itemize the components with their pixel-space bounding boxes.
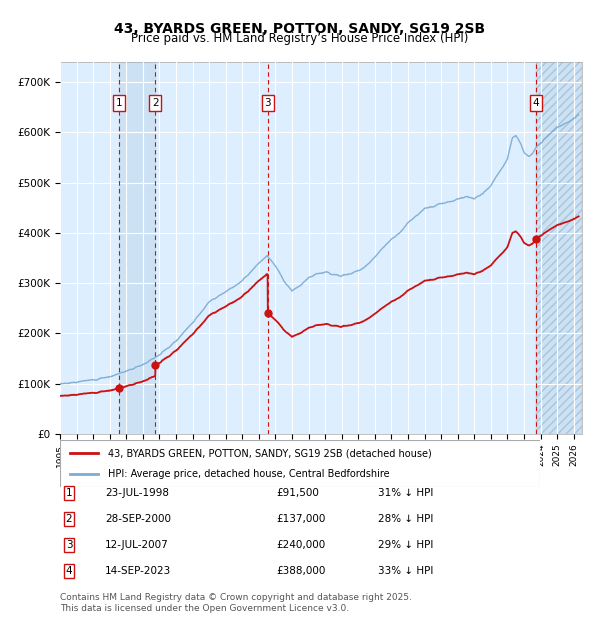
- Text: 2: 2: [152, 98, 158, 108]
- Text: HPI: Average price, detached house, Central Bedfordshire: HPI: Average price, detached house, Cent…: [108, 469, 389, 479]
- Text: 31% ↓ HPI: 31% ↓ HPI: [378, 488, 433, 498]
- Text: 14-SEP-2023: 14-SEP-2023: [105, 566, 171, 576]
- Bar: [536, 62, 582, 434]
- Text: 33% ↓ HPI: 33% ↓ HPI: [378, 566, 433, 576]
- Text: 23-JUL-1998: 23-JUL-1998: [105, 488, 169, 498]
- Text: 43, BYARDS GREEN, POTTON, SANDY, SG19 2SB (detached house): 43, BYARDS GREEN, POTTON, SANDY, SG19 2S…: [108, 448, 432, 458]
- Text: Contains HM Land Registry data © Crown copyright and database right 2025.
This d: Contains HM Land Registry data © Crown c…: [60, 593, 412, 613]
- Text: 2: 2: [65, 514, 73, 524]
- Text: 29% ↓ HPI: 29% ↓ HPI: [378, 540, 433, 550]
- Text: Price paid vs. HM Land Registry’s House Price Index (HPI): Price paid vs. HM Land Registry’s House …: [131, 32, 469, 45]
- Text: 3: 3: [65, 540, 73, 550]
- Text: £388,000: £388,000: [276, 566, 325, 576]
- Text: 4: 4: [532, 98, 539, 108]
- Text: £91,500: £91,500: [276, 488, 319, 498]
- Text: 28-SEP-2000: 28-SEP-2000: [105, 514, 171, 524]
- Text: £240,000: £240,000: [276, 540, 325, 550]
- Text: £137,000: £137,000: [276, 514, 325, 524]
- Bar: [119, 62, 155, 434]
- Text: 1: 1: [65, 488, 73, 498]
- Text: 12-JUL-2007: 12-JUL-2007: [105, 540, 169, 550]
- Text: 43, BYARDS GREEN, POTTON, SANDY, SG19 2SB: 43, BYARDS GREEN, POTTON, SANDY, SG19 2S…: [115, 22, 485, 36]
- Text: 28% ↓ HPI: 28% ↓ HPI: [378, 514, 433, 524]
- Text: 3: 3: [265, 98, 271, 108]
- Text: 4: 4: [65, 566, 73, 576]
- Text: 1: 1: [116, 98, 122, 108]
